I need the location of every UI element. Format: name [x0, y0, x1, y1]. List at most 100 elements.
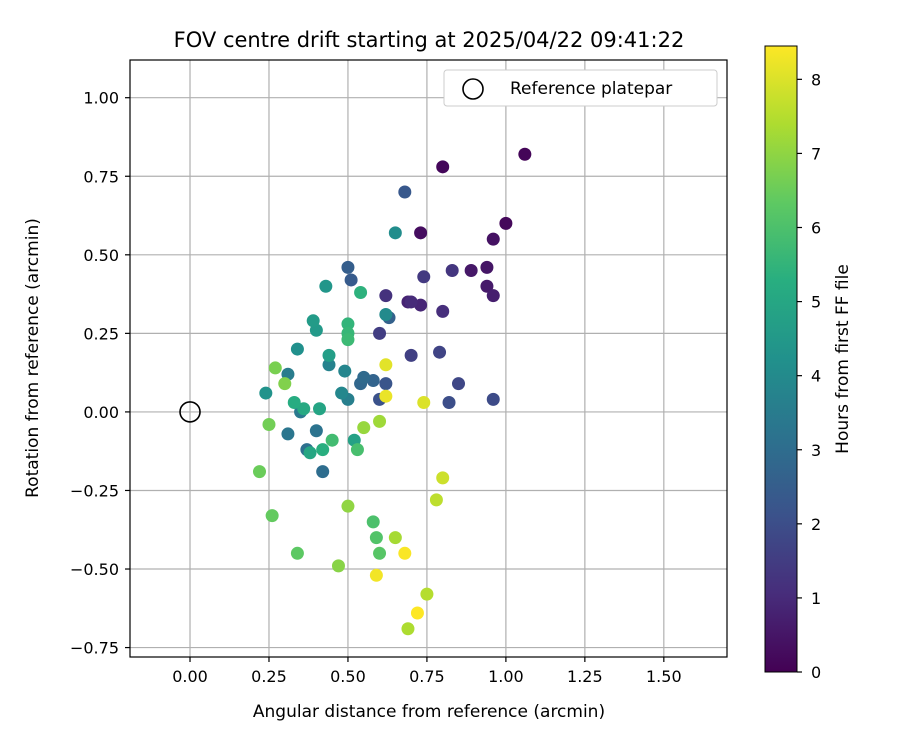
y-tick-label: 0.00: [83, 403, 119, 422]
data-point: [350, 443, 364, 457]
reference-platepar-marker: [179, 401, 201, 423]
data-point: [373, 414, 387, 428]
y-tick-label: 0.25: [83, 324, 119, 343]
data-point: [344, 273, 358, 287]
x-tick-label: 0.75: [409, 667, 445, 686]
data-point: [290, 546, 304, 560]
colorbar-tick-label: 0: [811, 663, 821, 682]
data-point: [452, 377, 466, 391]
data-point: [309, 424, 323, 438]
colorbar-gradient: [764, 45, 798, 673]
x-tick-label: 1.25: [567, 667, 603, 686]
x-tick-label: 1.00: [488, 667, 524, 686]
data-point: [341, 333, 355, 347]
colorbar-tick-label: 2: [811, 515, 821, 534]
legend: Reference platepar: [443, 69, 718, 107]
data-point: [388, 226, 402, 240]
data-point: [379, 289, 393, 303]
data-point: [379, 389, 393, 403]
grid-lines: [130, 60, 727, 657]
data-point: [398, 546, 412, 560]
y-tick-label: 1.00: [83, 89, 119, 108]
data-point: [290, 342, 304, 356]
data-point: [341, 499, 355, 513]
data-point: [420, 587, 434, 601]
y-tick-label: 0.75: [83, 167, 119, 186]
data-point: [379, 308, 393, 322]
colorbar-tick-label: 7: [811, 144, 821, 163]
data-point: [480, 260, 494, 274]
chart-title: FOV centre drift starting at 2025/04/22 …: [174, 28, 685, 52]
legend-box: [443, 69, 718, 107]
data-point: [398, 185, 412, 199]
y-tick-label: −0.50: [70, 560, 119, 579]
colorbar-ticks: 0 1 2 3 4 5 6 7 8: [797, 70, 821, 682]
data-point: [303, 446, 317, 460]
data-point: [436, 304, 450, 318]
x-tick-label: 1.50: [646, 667, 682, 686]
data-point: [306, 314, 320, 328]
y-tick-label: −0.25: [70, 481, 119, 500]
data-point: [319, 279, 333, 293]
colorbar: 0 1 2 3 4 5 6 7 8 Hours from first FF file: [764, 45, 853, 682]
x-axis-label: Angular distance from reference (arcmin): [253, 702, 605, 722]
data-point: [322, 358, 336, 372]
data-point: [445, 264, 459, 278]
data-points: [253, 147, 532, 636]
data-point: [436, 471, 450, 485]
data-point: [410, 606, 424, 620]
colorbar-tick-label: 6: [811, 219, 821, 238]
data-point: [297, 402, 311, 416]
legend-open-circle-marker: [462, 78, 484, 100]
data-point: [253, 465, 267, 479]
data-point: [262, 417, 276, 431]
x-axis-ticks: 0.00 0.25 0.50 0.75 1.00 1.25 1.50: [172, 657, 682, 686]
colorbar-label: Hours from first FF file: [833, 264, 853, 454]
colorbar-tick-label: 3: [811, 441, 821, 460]
data-point: [379, 377, 393, 391]
data-point: [259, 386, 273, 400]
data-point: [388, 531, 402, 545]
data-point: [322, 348, 336, 362]
data-point: [436, 160, 450, 174]
y-axis-label: Rotation from reference (arcmin): [23, 218, 43, 498]
data-point: [341, 260, 355, 274]
y-tick-label: 0.50: [83, 246, 119, 265]
data-point: [379, 358, 393, 372]
colorbar-tick-label: 8: [811, 70, 821, 89]
data-point: [369, 568, 383, 582]
data-point: [354, 286, 368, 300]
data-point: [341, 317, 355, 331]
data-point: [464, 264, 478, 278]
data-point: [278, 377, 292, 391]
data-point: [442, 395, 456, 409]
data-point: [404, 348, 418, 362]
data-point: [357, 370, 371, 384]
x-tick-label: 0.00: [172, 667, 208, 686]
data-point: [404, 295, 418, 309]
data-point: [486, 392, 500, 406]
data-point: [417, 270, 431, 284]
data-point: [401, 622, 415, 636]
data-point: [480, 279, 494, 293]
data-point: [417, 395, 431, 409]
data-point: [373, 546, 387, 560]
x-tick-label: 0.25: [251, 667, 287, 686]
data-point: [486, 289, 500, 303]
x-tick-label: 0.50: [330, 667, 366, 686]
data-point: [313, 402, 327, 416]
data-point: [331, 559, 345, 573]
colorbar-tick-label: 4: [811, 367, 821, 386]
data-point: [366, 515, 380, 529]
data-point: [499, 216, 513, 230]
colorbar-tick-label: 1: [811, 589, 821, 608]
data-point: [325, 433, 339, 447]
data-point: [338, 364, 352, 378]
data-point: [287, 395, 301, 409]
data-point: [316, 465, 330, 479]
data-point: [316, 443, 330, 457]
data-point: [281, 427, 295, 441]
data-point: [486, 232, 500, 246]
data-point: [433, 345, 447, 359]
